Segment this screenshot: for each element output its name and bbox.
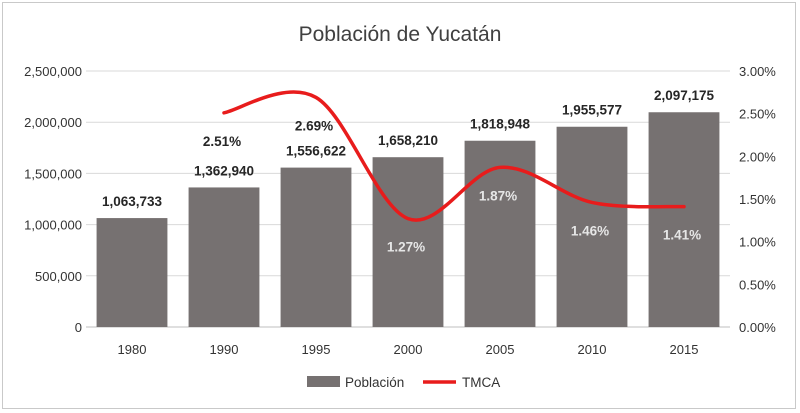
line-data-labels: 2.51% 2.69% 1.27% 1.87% 1.46% 1.41% xyxy=(203,118,701,254)
bar xyxy=(188,187,260,327)
right-tick-label: 0.50% xyxy=(739,277,776,292)
bar xyxy=(280,167,352,327)
right-tick-label: 2.00% xyxy=(739,149,776,164)
left-tick-label: 500,000 xyxy=(35,269,82,284)
line-data-label: 1.27% xyxy=(387,240,425,255)
x-tick-label: 2010 xyxy=(578,342,607,357)
bar-data-label: 1,362,940 xyxy=(194,163,254,178)
x-tick-label: 2005 xyxy=(486,342,515,357)
bar-data-label: 1,955,577 xyxy=(562,103,622,118)
left-tick-label: 2,000,000 xyxy=(24,115,82,130)
bar xyxy=(372,157,444,327)
x-tick-label: 1980 xyxy=(118,342,147,357)
line-data-label: 1.87% xyxy=(479,188,517,203)
right-tick-label: 2.50% xyxy=(739,107,776,122)
bar-series xyxy=(96,112,720,327)
tmca-line xyxy=(222,90,686,222)
line-data-label: 1.46% xyxy=(571,223,609,238)
chart-frame: Población de Yucatán 0 500,000 1,000,000 1,… xyxy=(2,2,796,409)
legend-label-poblacion: Población xyxy=(345,375,404,390)
bar-data-label: 2,097,175 xyxy=(654,88,715,103)
chart-title: Población de Yucatán xyxy=(299,23,502,46)
x-axis: 1980 1990 1995 2000 2005 2010 2015 xyxy=(118,342,699,357)
line-data-label: 2.69% xyxy=(295,118,333,133)
bar-data-labels: 1,063,733 1,362,940 1,556,622 1,658,210 1,81… xyxy=(102,88,715,209)
legend: Población TMCA xyxy=(307,375,500,390)
left-tick-label: 1,500,000 xyxy=(24,166,82,181)
left-tick-label: 0 xyxy=(75,320,82,335)
right-tick-label: 3.00% xyxy=(739,64,776,79)
line-data-label: 2.51% xyxy=(203,134,241,149)
x-tick-label: 2000 xyxy=(394,342,423,357)
bar xyxy=(96,218,168,327)
legend-label-tmca: TMCA xyxy=(462,375,500,390)
right-tick-label: 1.00% xyxy=(739,235,776,250)
chart-canvas: Población de Yucatán 0 500,000 1,000,000 1,… xyxy=(24,23,776,390)
bar xyxy=(648,112,720,327)
bar-data-label: 1,063,733 xyxy=(102,194,163,209)
line-series xyxy=(222,90,686,222)
left-axis: 0 500,000 1,000,000 1,500,000 2,000,000 2,500… xyxy=(24,64,82,335)
bar-data-label: 1,556,622 xyxy=(286,144,346,159)
left-tick-label: 2,500,000 xyxy=(24,64,82,79)
x-tick-label: 1990 xyxy=(210,342,239,357)
bar-data-label: 1,658,210 xyxy=(378,133,438,148)
right-tick-label: 0.00% xyxy=(739,320,776,335)
bar-data-label: 1,818,948 xyxy=(470,117,531,132)
x-tick-label: 1995 xyxy=(302,342,331,357)
line-data-label: 1.41% xyxy=(663,228,701,243)
right-axis: 0.00% 0.50% 1.00% 1.50% 2.00% 2.50% 3.00% xyxy=(739,64,776,335)
legend-swatch-poblacion xyxy=(307,376,340,387)
left-tick-label: 1,000,000 xyxy=(24,218,82,233)
right-tick-label: 1.50% xyxy=(739,192,776,207)
x-tick-label: 2015 xyxy=(670,342,699,357)
bar xyxy=(556,126,628,327)
